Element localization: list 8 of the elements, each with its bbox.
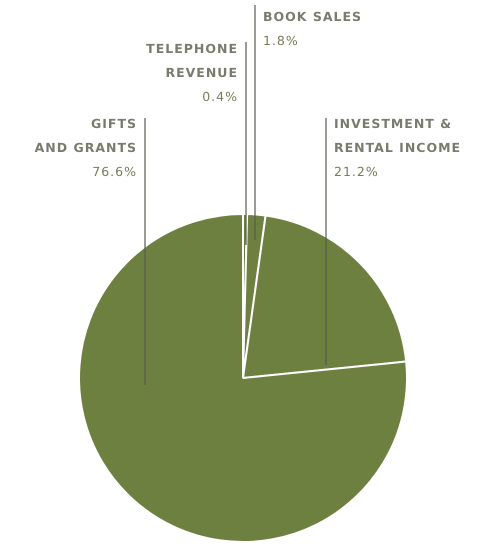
slice-label: GIFTS AND GRANTS: [34, 116, 137, 155]
slice-label: BOOK SALES: [263, 9, 362, 24]
data-label: 1.8%: [263, 33, 299, 48]
slice-label: INVESTMENT & RENTAL INCOME: [334, 116, 462, 155]
data-label: 0.4%: [202, 89, 238, 104]
slice-label: TELEPHONE REVENUE: [146, 41, 238, 80]
data-label: 76.6%: [92, 164, 137, 179]
data-label: 21.2%: [334, 164, 379, 179]
